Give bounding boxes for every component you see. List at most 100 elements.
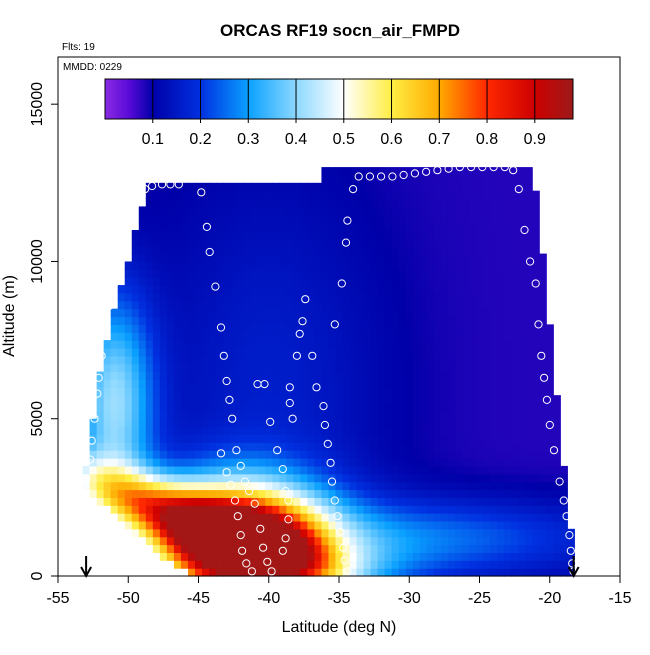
heatmap-cell bbox=[314, 222, 323, 231]
heatmap-cell bbox=[356, 285, 365, 294]
heatmap-cell bbox=[202, 481, 210, 491]
heatmap-cell bbox=[483, 481, 491, 491]
heatmap-cell bbox=[461, 371, 470, 381]
heatmap-cell bbox=[237, 410, 245, 420]
heatmap-cell bbox=[532, 450, 540, 459]
heatmap-cell bbox=[237, 528, 245, 538]
heatmap-cell bbox=[342, 418, 351, 428]
heatmap-cell bbox=[194, 363, 203, 373]
heatmap-cell bbox=[230, 497, 238, 506]
heatmap-cell bbox=[131, 261, 140, 270]
heatmap-cell bbox=[454, 222, 463, 231]
heatmap-cell bbox=[152, 363, 161, 373]
heatmap-cell bbox=[194, 340, 203, 349]
heatmap-cell bbox=[82, 481, 91, 491]
heatmap-cell bbox=[194, 497, 203, 506]
heatmap-cell bbox=[518, 269, 526, 278]
heatmap-cell bbox=[216, 505, 224, 514]
heatmap-cell bbox=[117, 332, 126, 341]
heatmap-cell bbox=[525, 465, 533, 475]
heatmap-cell bbox=[258, 340, 266, 349]
heatmap-cell bbox=[398, 552, 407, 561]
heatmap-cell bbox=[497, 544, 505, 554]
flight-track-point bbox=[148, 181, 157, 191]
heatmap-cell bbox=[461, 206, 470, 215]
colorbar-tick: 0.4 bbox=[285, 79, 307, 148]
flight-track-point bbox=[236, 531, 245, 540]
heatmap-cell bbox=[560, 497, 568, 506]
heatmap-cell bbox=[356, 450, 365, 459]
heatmap-cell bbox=[314, 528, 323, 538]
flight-track-point bbox=[157, 180, 167, 189]
heatmap-cell bbox=[187, 528, 196, 538]
heatmap-cell bbox=[349, 222, 358, 231]
heatmap-cell bbox=[511, 489, 519, 498]
heatmap-cell bbox=[504, 190, 512, 200]
heatmap-cell bbox=[286, 269, 294, 278]
heatmap-cell bbox=[251, 418, 259, 428]
heatmap-cell bbox=[356, 403, 365, 412]
heatmap-cell bbox=[377, 544, 386, 554]
heatmap-cell bbox=[258, 190, 266, 200]
heatmap-cell bbox=[117, 363, 126, 373]
heatmap-cell bbox=[412, 536, 421, 546]
heatmap-cell bbox=[187, 489, 196, 498]
heatmap-cell bbox=[244, 473, 252, 483]
heatmap-cell bbox=[272, 395, 280, 404]
heatmap-cell bbox=[300, 520, 308, 530]
heatmap-cell bbox=[286, 473, 294, 483]
heatmap-cell bbox=[110, 387, 119, 396]
heatmap-cell bbox=[180, 387, 189, 396]
flight-track-point bbox=[101, 320, 110, 329]
heatmap-cell bbox=[398, 465, 407, 475]
heatmap-cell bbox=[159, 245, 168, 255]
x-tick: -25 bbox=[468, 576, 491, 607]
heatmap-cell bbox=[202, 450, 210, 459]
heatmap-cell bbox=[539, 481, 547, 491]
heatmap-cell bbox=[426, 340, 435, 349]
heatmap-cell bbox=[216, 387, 224, 396]
heatmap-cell bbox=[279, 379, 287, 388]
heatmap-cell bbox=[426, 418, 435, 428]
heatmap-cell bbox=[223, 395, 231, 404]
heatmap-cell bbox=[265, 253, 273, 263]
heatmap-cell bbox=[504, 450, 512, 459]
heatmap-cell bbox=[511, 379, 519, 388]
heatmap-cell bbox=[321, 395, 330, 404]
heatmap-cell bbox=[293, 269, 301, 278]
heatmap-cell bbox=[145, 520, 154, 530]
heatmap-cell bbox=[483, 568, 491, 577]
heatmap-cell bbox=[307, 520, 316, 530]
heatmap-cell bbox=[342, 285, 351, 294]
heatmap-cell bbox=[173, 426, 182, 436]
heatmap-cell bbox=[223, 230, 231, 239]
heatmap-cell bbox=[511, 442, 519, 451]
heatmap-cell bbox=[244, 513, 252, 522]
heatmap-cell bbox=[468, 285, 477, 294]
heatmap-cell bbox=[194, 568, 203, 577]
heatmap-cell bbox=[412, 206, 421, 215]
heatmap-cell bbox=[202, 198, 210, 208]
heatmap-cell bbox=[216, 277, 224, 286]
heatmap-cell bbox=[532, 489, 540, 498]
heatmap-cell bbox=[567, 552, 575, 561]
heatmap-cell bbox=[525, 410, 533, 420]
heatmap-cell bbox=[468, 536, 477, 546]
heatmap-cell bbox=[546, 418, 554, 428]
heatmap-cell bbox=[363, 497, 372, 506]
heatmap-cell bbox=[152, 410, 161, 420]
heatmap-cell bbox=[159, 465, 168, 475]
heatmap-cell bbox=[335, 292, 344, 302]
heatmap-cell bbox=[454, 442, 463, 451]
heatmap-cell bbox=[251, 434, 259, 443]
heatmap-cell bbox=[180, 237, 189, 247]
heatmap-cell bbox=[349, 245, 358, 255]
heatmap-cell bbox=[490, 450, 498, 459]
heatmap-cell bbox=[293, 489, 301, 498]
heatmap-cell bbox=[405, 332, 414, 341]
heatmap-cell bbox=[216, 206, 224, 215]
heatmap-cell bbox=[426, 316, 435, 325]
heatmap-cell bbox=[321, 332, 330, 341]
heatmap-cell bbox=[525, 544, 533, 554]
flight-track-point bbox=[377, 172, 386, 181]
